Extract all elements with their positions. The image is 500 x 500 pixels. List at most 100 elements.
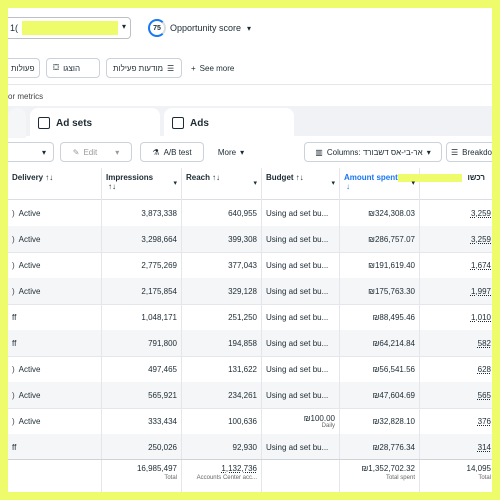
totals-amount-spent: ₪1,352,702.32 Total spent bbox=[340, 460, 420, 492]
more-button[interactable]: More ▾ bbox=[208, 142, 254, 162]
impressions-value: 2,775,269 bbox=[141, 261, 177, 270]
table-row[interactable]: ) Active 2,775,269 377,043 Using ad set bu..… bbox=[8, 252, 492, 279]
redaction-highlight bbox=[22, 21, 118, 35]
totals-impressions-value: 16,985,497 bbox=[136, 464, 177, 473]
ads-table: Delivery ↑↓ Impressions ↑↓ ▾ Reach ↑↓ ▾ Bu… bbox=[8, 168, 492, 492]
table-row[interactable]: ) Active 3,873,338 640,955 Using ad set bu..… bbox=[8, 200, 492, 227]
account-selector[interactable]: 1( ▾ bbox=[8, 17, 131, 39]
column-header-impressions[interactable]: Impressions ↑↓ ▾ bbox=[102, 168, 182, 200]
sort-desc-icon: ↓ bbox=[346, 182, 350, 191]
table-row[interactable]: ) Active 497,465 131,622 Using ad set bu... ₪… bbox=[8, 356, 492, 383]
cell-reach: 194,858 bbox=[182, 330, 262, 357]
column-header-amount-spent[interactable]: Amount spent ↓ ▾ bbox=[340, 168, 438, 200]
tab-ad-sets[interactable]: Ad sets bbox=[30, 108, 160, 138]
inbox-icon: ⛋ bbox=[53, 63, 60, 72]
tab-ads[interactable]: Ads bbox=[164, 108, 294, 138]
cell-impressions: 3,873,338 bbox=[102, 200, 182, 227]
budget-value: Using ad set bu... bbox=[266, 313, 329, 322]
opportunity-score-ring: 75 bbox=[148, 19, 166, 37]
chevron-down-icon: ▾ bbox=[115, 147, 120, 157]
sort-icon: ↑↓ bbox=[45, 173, 54, 182]
delivery-status: ff bbox=[12, 443, 17, 452]
cell-reach: 377,043 bbox=[182, 252, 262, 279]
breakdown-button[interactable]: ☰ Breakdo bbox=[446, 142, 492, 162]
chevron-down-icon: ▾ bbox=[253, 180, 257, 187]
show-button[interactable]: ⛋ הוצגו bbox=[46, 58, 100, 78]
purchases-value[interactable]: 314 bbox=[477, 443, 491, 452]
column-header-purchases[interactable]: רכשו bbox=[420, 168, 492, 200]
cell-reach: 234,261 bbox=[182, 382, 262, 409]
purchases-value[interactable]: 3,259 bbox=[470, 209, 491, 218]
budget-period: Daily bbox=[321, 423, 335, 429]
table-header: Delivery ↑↓ Impressions ↑↓ ▾ Reach ↑↓ ▾ Bu… bbox=[8, 168, 492, 200]
purchases-value[interactable]: 3,259 bbox=[470, 235, 491, 244]
column-header-reach[interactable]: Reach ↑↓ ▾ bbox=[182, 168, 262, 200]
status-dot-icon: ) bbox=[12, 235, 15, 244]
purchases-value[interactable]: 376 bbox=[477, 417, 491, 426]
reach-value: 251,250 bbox=[228, 313, 257, 322]
cell-budget: Using ad set bu... bbox=[262, 434, 340, 461]
cell-budget: Using ad set bu... bbox=[262, 200, 340, 227]
totals-purchases-sub: Total bbox=[478, 475, 491, 481]
reach-value: 131,622 bbox=[228, 365, 257, 374]
tab-ad-sets-label: Ad sets bbox=[56, 117, 93, 129]
cell-budget: Using ad set bu... bbox=[262, 356, 340, 383]
show-label: הוצגו bbox=[63, 63, 81, 73]
cell-delivery: ff bbox=[8, 434, 102, 461]
cell-delivery: ) Active bbox=[8, 278, 102, 305]
cell-budget: Using ad set bu... bbox=[262, 382, 340, 409]
impressions-value: 333,434 bbox=[148, 417, 177, 426]
table-row[interactable]: ) Active 2,175,854 329,128 Using ad set bu..… bbox=[8, 278, 492, 305]
column-header-delivery[interactable]: Delivery ↑↓ bbox=[8, 168, 102, 200]
cell-purchases: 565 bbox=[420, 382, 492, 409]
column-header-label: Delivery bbox=[12, 173, 44, 182]
cell-delivery: ) Active bbox=[8, 252, 102, 279]
budget-value: Using ad set bu... bbox=[266, 261, 329, 270]
edit-button[interactable]: ✎ Edit ▾ bbox=[60, 142, 132, 162]
column-header-budget[interactable]: Budget ↑↓ ▾ bbox=[262, 168, 340, 200]
cell-impressions: 333,434 bbox=[102, 408, 182, 435]
spent-value: ₪175,763.30 bbox=[368, 287, 415, 296]
cell-delivery: ) Active bbox=[8, 200, 102, 227]
active-ads-button[interactable]: מודעות פעילות ☰ bbox=[106, 58, 182, 78]
budget-value: ₪100.00 bbox=[303, 414, 335, 423]
reach-value: 234,261 bbox=[228, 391, 257, 400]
list-icon: ☰ bbox=[451, 147, 459, 157]
purchases-value[interactable]: 1,997 bbox=[470, 287, 491, 296]
actions-button[interactable]: פעולות bbox=[8, 58, 40, 78]
tab-campaigns[interactable] bbox=[8, 108, 26, 138]
reach-value: 100,636 bbox=[228, 417, 257, 426]
columns-selector[interactable]: ▥ Columns: אר-בי-אס דשבורד ▾ bbox=[304, 142, 442, 162]
opportunity-score[interactable]: 75 Opportunity score ▾ bbox=[148, 18, 251, 38]
totals-impressions-sub: Total bbox=[164, 475, 177, 481]
edit-label: Edit bbox=[83, 147, 98, 157]
spent-value: ₪324,308.03 bbox=[368, 209, 415, 218]
purchases-value[interactable]: 1,674 bbox=[470, 261, 491, 270]
ab-test-button[interactable]: ⚗ A/B test bbox=[140, 142, 204, 162]
table-row[interactable]: ff 1,048,171 251,250 Using ad set bu... ₪88,… bbox=[8, 304, 492, 331]
tab-ads-label: Ads bbox=[190, 117, 209, 129]
table-row[interactable]: ff 250,026 92,930 Using ad set bu... ₪28,776… bbox=[8, 434, 492, 461]
table-row[interactable]: ff 791,800 194,858 Using ad set bu... ₪64,21… bbox=[8, 330, 492, 357]
purchases-value[interactable]: 1,010 bbox=[470, 313, 491, 322]
impressions-value: 250,026 bbox=[148, 443, 177, 452]
purchases-value[interactable]: 565 bbox=[477, 391, 491, 400]
delivery-status: Active bbox=[18, 391, 41, 400]
columns-icon: ▥ bbox=[315, 147, 323, 157]
purchases-value[interactable]: 582 bbox=[477, 339, 491, 348]
table-row[interactable]: ) Active 565,921 234,261 Using ad set bu... ₪… bbox=[8, 382, 492, 409]
see-more-button[interactable]: + See more bbox=[184, 58, 252, 78]
reach-value: 194,858 bbox=[228, 339, 257, 348]
table-row[interactable]: ) Active 333,434 100,636 ₪100.00 Daily ₪32,828… bbox=[8, 408, 492, 435]
cell-impressions: 2,175,854 bbox=[102, 278, 182, 305]
cell-impressions: 565,921 bbox=[102, 382, 182, 409]
cell-purchases: 376 bbox=[420, 408, 492, 435]
status-dot-icon: ) bbox=[12, 391, 15, 400]
create-dropdown-button[interactable]: ▾ bbox=[8, 142, 54, 162]
table-row[interactable]: ) Active 3,298,664 399,308 Using ad set bu..… bbox=[8, 226, 492, 253]
spent-value: ₪32,828.10 bbox=[372, 417, 415, 426]
cell-purchases: 1,674 bbox=[420, 252, 492, 279]
cell-budget: Using ad set bu... bbox=[262, 226, 340, 253]
purchases-value[interactable]: 628 bbox=[477, 365, 491, 374]
reach-value: 92,930 bbox=[232, 443, 257, 452]
